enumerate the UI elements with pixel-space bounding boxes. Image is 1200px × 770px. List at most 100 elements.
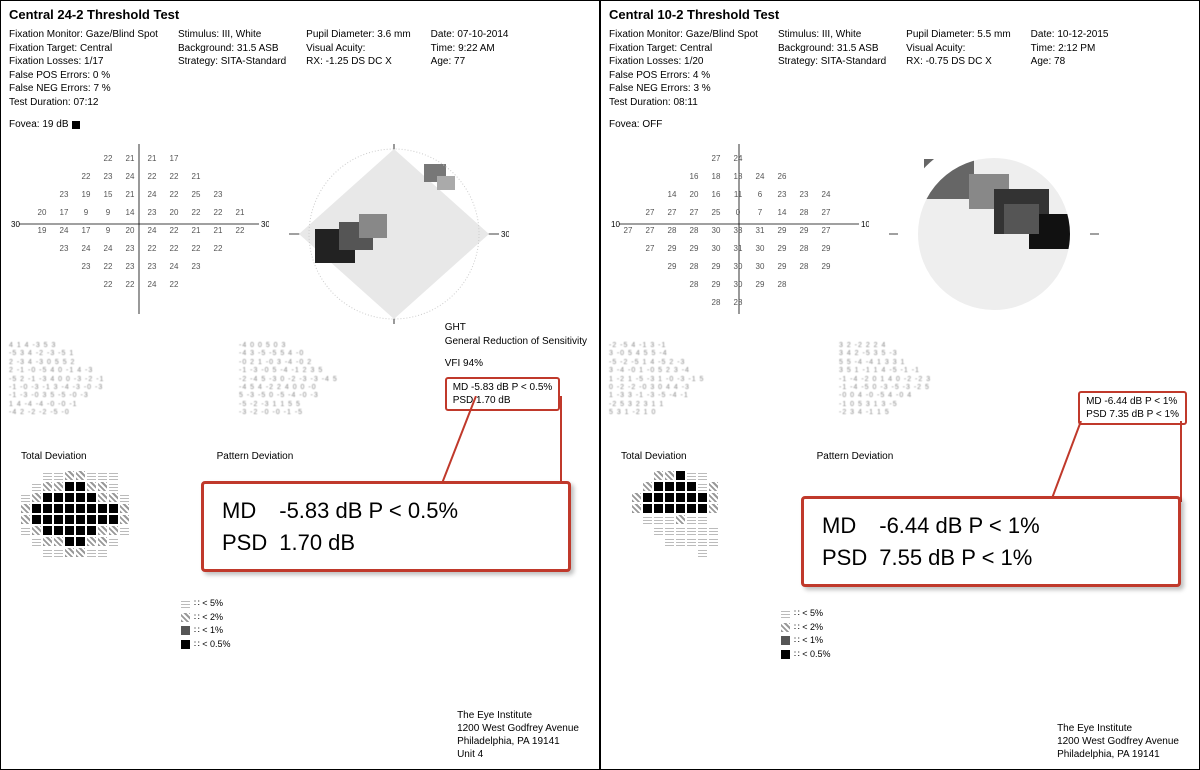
prob-cell	[632, 493, 641, 502]
threshold-row: 222324222221	[79, 172, 203, 181]
meta-row: Fixation Monitor: Gaze/Blind Spot	[9, 28, 158, 42]
addr-line: 1200 West Godfrey Avenue	[457, 722, 579, 735]
prob-cell	[720, 471, 729, 480]
prob-cell	[120, 515, 129, 524]
prob-cell	[687, 504, 696, 513]
meta-row: Visual Acuity:	[306, 42, 410, 56]
addr-line: Philadelphia, PA 19141	[457, 735, 579, 748]
prob-cell	[76, 504, 85, 513]
prob-cell	[87, 482, 96, 491]
threshold-row: 27272828303331292927	[621, 226, 833, 235]
prob-cell	[32, 504, 41, 513]
prob-cell	[76, 537, 85, 546]
prob-cell	[687, 515, 696, 524]
psd-line: PSD 7.35 dB P < 1%	[1086, 408, 1179, 421]
prob-cell	[654, 526, 663, 535]
meta-row: Stimulus: III, White	[178, 28, 286, 42]
threshold-row: 1618182426	[687, 172, 789, 181]
prob-cell	[654, 504, 663, 513]
prob-cell	[632, 526, 641, 535]
prob-cell	[665, 537, 674, 546]
prob-cell	[87, 471, 96, 480]
meta-row: Time: 2:12 PM	[1031, 42, 1109, 56]
left-summary-box: MD -5.83 dB P < 0.5% PSD 1.70 dB	[445, 377, 561, 411]
prob-cell	[643, 493, 652, 502]
prob-cell	[698, 526, 707, 535]
meta-row: Fixation Losses: 1/20	[609, 55, 758, 69]
prob-cell	[676, 504, 685, 513]
addr-line: The Eye Institute	[457, 709, 579, 722]
threshold-row: 2324242322222222	[57, 244, 225, 253]
callout-psd-label: PSD	[822, 543, 877, 573]
prob-cell	[643, 526, 652, 535]
prob-cell	[643, 482, 652, 491]
prob-cell	[65, 471, 74, 480]
right-prob-plot	[621, 471, 730, 558]
addr-line: Philadelphia, PA 19141	[1057, 748, 1179, 761]
right-legend: ∷ < 5%∷ < 2%∷ < 1%∷ < 0.5%	[781, 607, 831, 661]
legend-swatch-icon	[781, 650, 790, 659]
left-title: Central 24-2 Threshold Test	[9, 7, 591, 22]
meta-row: Visual Acuity:	[906, 42, 1010, 56]
prob-cell	[32, 548, 41, 557]
prob-cell	[687, 526, 696, 535]
prob-cell	[621, 471, 630, 480]
prob-cell	[676, 515, 685, 524]
prob-cell	[676, 471, 685, 480]
prob-cell	[98, 504, 107, 513]
prob-cell	[98, 515, 107, 524]
prob-cell	[43, 537, 52, 546]
prob-cell	[120, 504, 129, 513]
meta-row: False NEG Errors: 3 %	[609, 82, 758, 96]
right-address: The Eye Institute1200 West Godfrey Avenu…	[1057, 722, 1179, 761]
meta-row: Age: 78	[1031, 55, 1109, 69]
meta-row: Test Duration: 07:12	[9, 96, 158, 110]
prob-cell	[54, 526, 63, 535]
prob-cell	[65, 537, 74, 546]
prob-cell	[21, 504, 30, 513]
legend-row: ∷ < 0.5%	[181, 638, 231, 652]
legend-row: ∷ < 5%	[781, 607, 831, 621]
legend-swatch-icon	[181, 613, 190, 622]
svg-text:30: 30	[501, 230, 509, 239]
meta-row: Test Duration: 08:11	[609, 96, 758, 110]
prob-cell	[109, 526, 118, 535]
prob-cell	[120, 537, 129, 546]
svg-text:30: 30	[11, 220, 20, 229]
right-fovea: Fovea: OFF	[609, 119, 1191, 130]
pattern-dev-col: -4 0 0 5 0 3 -4 3 -5 -5 5 4 -0 -0 2 1 -0…	[239, 342, 439, 418]
prob-cell	[720, 548, 729, 557]
svg-text:10: 10	[861, 220, 869, 229]
meta-row: Fixation Target: Central	[609, 42, 758, 56]
prob-cell	[120, 493, 129, 502]
threshold-row: 22212117	[101, 154, 181, 163]
prob-cell	[698, 537, 707, 546]
prob-cell	[665, 471, 674, 480]
callout-psd-val: 1.70 dB	[279, 528, 468, 558]
prob-cell	[65, 493, 74, 502]
right-callout: MD -6.44 dB P < 1% PSD 7.55 dB P < 1%	[801, 496, 1181, 587]
prob-cell	[665, 548, 674, 557]
prob-cell	[687, 493, 696, 502]
dev-labels: Total Deviation Pattern Deviation	[21, 451, 293, 462]
prob-cell	[654, 493, 663, 502]
addr-line: The Eye Institute	[1057, 722, 1179, 735]
prob-cell	[698, 515, 707, 524]
prob-cell	[698, 548, 707, 557]
meta-row: Background: 31.5 ASB	[778, 42, 886, 56]
prob-cell	[21, 548, 30, 557]
meta-row: False NEG Errors: 7 %	[9, 82, 158, 96]
prob-cell	[109, 471, 118, 480]
meta-row: Background: 31.5 ASB	[178, 42, 286, 56]
prob-cell	[698, 471, 707, 480]
prob-cell	[43, 548, 52, 557]
legend-swatch-icon	[781, 609, 790, 618]
report-container: Central 24-2 Threshold Test Fixation Mon…	[0, 0, 1200, 770]
prob-cell	[621, 515, 630, 524]
prob-cell	[643, 537, 652, 546]
legend-swatch-icon	[181, 599, 190, 608]
fovea-text: Fovea: OFF	[609, 119, 662, 130]
prob-cell	[76, 526, 85, 535]
right-grayscale-plot	[879, 134, 1109, 334]
left-plots: 30 30 2221211722232422222123191521242225…	[9, 134, 591, 334]
